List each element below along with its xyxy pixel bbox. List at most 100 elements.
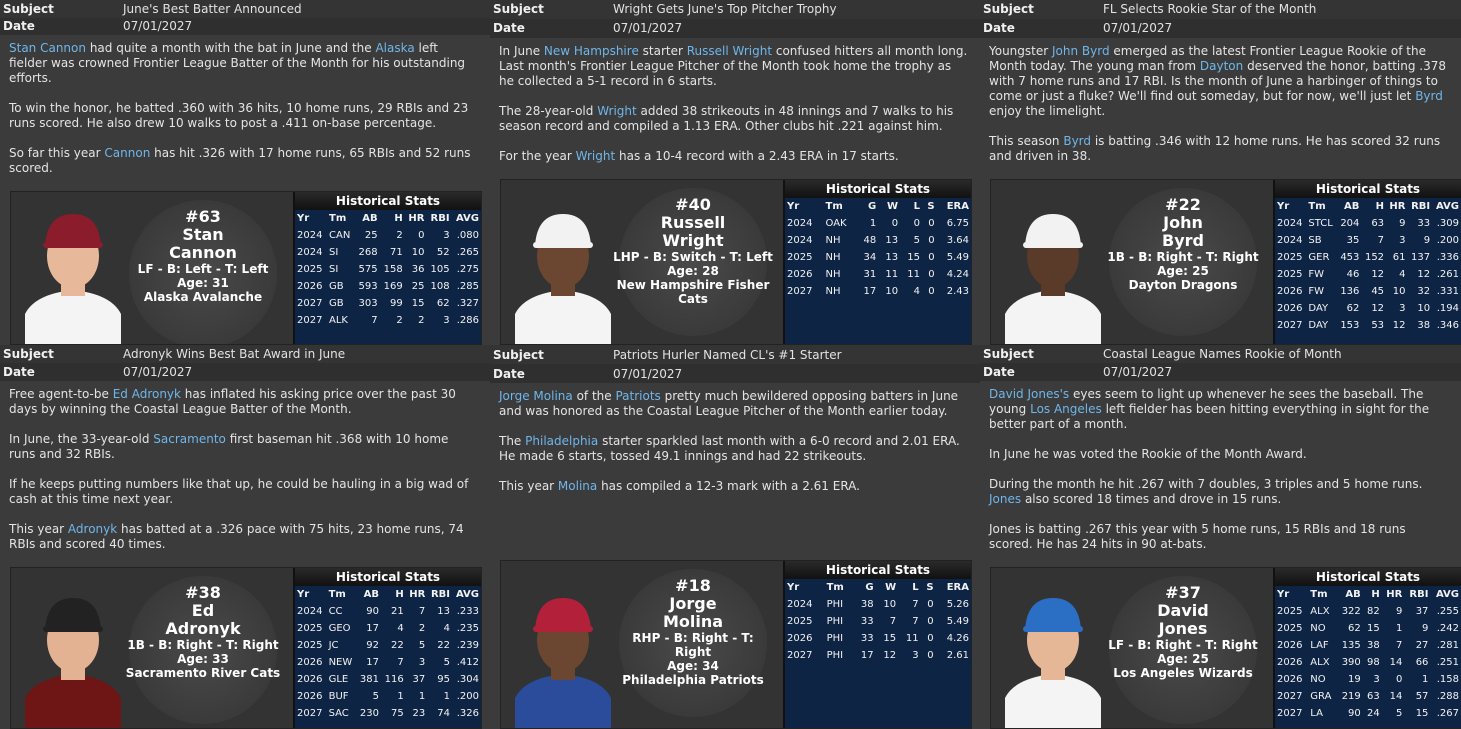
link[interactable]: Jorge Molina	[499, 389, 573, 403]
stats-cell: 1	[443, 691, 450, 703]
link[interactable]: Stan Cannon	[9, 41, 86, 55]
text: left fielder has been hitting everything…	[989, 402, 1430, 432]
stats-cell: 2025	[1277, 251, 1303, 263]
stats-cell: 15	[411, 298, 425, 309]
link[interactable]: Wright	[597, 103, 637, 118]
stats-cell: 2026	[1277, 657, 1303, 669]
stats-cell: 230	[359, 708, 380, 720]
stats-cell: 61	[1392, 251, 1406, 263]
link[interactable]: Ed Adronyk	[112, 387, 181, 402]
link[interactable]: Los Angeles	[1030, 402, 1102, 417]
stats-cell: 5	[372, 691, 380, 703]
player-card: #38 Ed Adronyk 1B - B: Right - T: Right Age:…	[10, 567, 482, 729]
date-row: Date 07/01/2027	[490, 18, 980, 38]
link[interactable]: Sacramento	[153, 432, 226, 447]
stats-cell: 22	[391, 640, 404, 652]
stats-cell: 2024	[1277, 234, 1303, 246]
stats-cell: 9	[1396, 606, 1403, 618]
stats-cell: .412	[456, 657, 479, 669]
stats-cell: .242	[1436, 623, 1459, 635]
text: has inflated his asking price over the p…	[9, 387, 456, 417]
link[interactable]: Philadelphia	[525, 434, 599, 448]
stats-cell: 136	[1340, 285, 1360, 297]
stats-cell: GEO	[328, 623, 351, 635]
stats-row: 2024 SB 35 7 3 9 .200	[1275, 232, 1461, 249]
link[interactable]: New Hampshire	[543, 43, 639, 58]
link[interactable]: Patriots	[615, 389, 661, 403]
column-header: Tm	[825, 200, 843, 212]
link[interactable]: Dayton	[1199, 58, 1244, 73]
stats-cell: PHI	[826, 616, 844, 627]
date-text: 07/01/2027	[613, 21, 683, 36]
stats-cell: 2024	[787, 217, 813, 229]
stats-row: 2025 GEO 17 4 2 4 .235	[295, 620, 481, 637]
stats-cell: 4	[1399, 268, 1406, 280]
link[interactable]: Byrd	[1415, 88, 1443, 103]
stats-cell: 2.43	[946, 285, 969, 297]
link[interactable]: Adronyk	[67, 522, 118, 537]
stats-row: 2024 SI 268 71 10 52 .265	[295, 244, 481, 261]
stats-cell: 105	[430, 264, 450, 275]
paragraph: Jorge Molina of the Patriots pretty much…	[499, 389, 968, 419]
stats-header: Yr Tm AB H HR RBI AVG	[295, 586, 481, 603]
link[interactable]: Cannon	[104, 146, 151, 160]
column-header: H	[1375, 200, 1385, 212]
stats-cell: 2026	[297, 657, 323, 669]
player-age: Age: 25	[1157, 263, 1209, 278]
stats-row: 2025 FW 46 12 4 12 .261	[1275, 266, 1461, 283]
stats-row: 2025 JC 92 22 5 22 .239	[295, 637, 481, 654]
link[interactable]: David Jones's	[989, 387, 1070, 402]
stats-cell: FW	[1308, 268, 1325, 280]
stats-row: 2026 BUF 5 1 1 1 .200	[295, 688, 481, 705]
subject-row: Subject Wright Gets June's Top Pitcher Tr…	[490, 0, 980, 19]
stats-cell: 1	[1396, 623, 1403, 635]
stats-cell: 204	[1340, 217, 1360, 229]
stats-box: Historical Stats Yr Tm G W L S ERA 2024 OAK 1 0 0 0 6.…	[783, 179, 971, 344]
paragraph: Youngster John Byrd emerged as the lates…	[989, 44, 1449, 119]
stats-cell: 0	[928, 217, 935, 229]
stats-cell: 2	[396, 230, 403, 241]
stats-cell: .275	[456, 264, 479, 275]
logo-circle	[1109, 187, 1257, 336]
stats-cell: 7	[889, 616, 897, 627]
stats-cell: NH	[825, 251, 841, 263]
column-header: AB	[363, 589, 380, 601]
stats-cell: 9	[1399, 217, 1406, 229]
text: also scored 18 times and drove in 15 run…	[1021, 492, 1282, 507]
column-header: G	[865, 582, 874, 593]
article-body: Free agent-to-be Ed Adronyk has inflated…	[0, 381, 490, 567]
stats-cell: 17	[366, 657, 380, 669]
link[interactable]: Jones	[989, 492, 1022, 507]
player-first-name: Stan	[182, 225, 224, 244]
stats-cell: 0	[927, 616, 934, 627]
link[interactable]: Wright	[575, 148, 616, 163]
stats-row: 2027 GRA 219 63 14 57 .288	[1275, 688, 1461, 705]
link[interactable]: Russell Wright	[686, 43, 773, 58]
stats-cell: 15	[1366, 623, 1380, 635]
stats-table: Yr Tm AB H HR RBI AVG 2024 STCL 204 63 9 33.309 2024 S…	[1275, 198, 1461, 334]
link[interactable]: John Byrd	[1052, 43, 1110, 58]
date-label: Date	[983, 365, 1015, 380]
stats-cell: 2027	[787, 285, 813, 297]
stats-cell: NO	[1310, 623, 1326, 635]
stats-cell: 0	[928, 285, 935, 297]
stats-cell: 7	[371, 315, 378, 326]
link[interactable]: Molina	[557, 479, 598, 493]
stats-cell: 0	[927, 633, 934, 644]
stats-row: 2025 NO 62 15 1 9 .242	[1275, 620, 1461, 637]
column-header: Tm	[329, 213, 347, 224]
stats-cell: 2024	[297, 247, 323, 258]
link[interactable]: Alaska	[375, 41, 415, 55]
stats-cell: 158	[383, 264, 403, 275]
stats-cell: 2025	[297, 264, 323, 275]
stats-cell: 390	[1341, 657, 1361, 669]
column-header: RBI	[1409, 589, 1429, 601]
date-label: Date	[3, 365, 35, 380]
stats-cell: 2027	[1277, 691, 1303, 703]
news-panel: Subject Wright Gets June's Top Pitcher Tr…	[490, 0, 980, 345]
link[interactable]: Byrd	[1063, 133, 1092, 148]
stats-cell: 9	[1422, 623, 1429, 635]
date-label: Date	[493, 21, 525, 36]
player-first-name: Jorge	[669, 594, 717, 613]
